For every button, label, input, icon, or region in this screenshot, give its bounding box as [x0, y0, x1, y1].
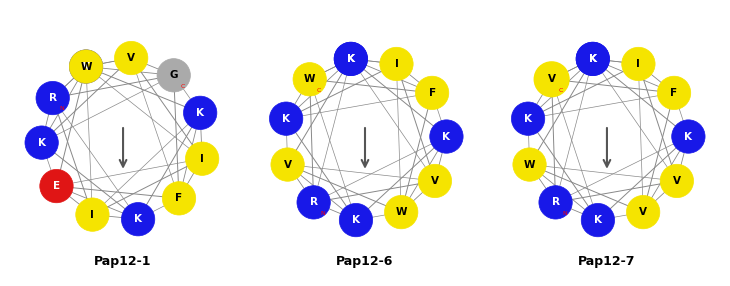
Circle shape	[418, 164, 452, 198]
Circle shape	[183, 96, 217, 130]
Circle shape	[581, 203, 615, 237]
Text: Pap12-6: Pap12-6	[337, 255, 393, 268]
Circle shape	[69, 50, 103, 83]
Text: N: N	[320, 211, 325, 216]
Text: I: I	[200, 154, 204, 164]
Circle shape	[297, 186, 330, 219]
Text: V: V	[127, 53, 135, 63]
Text: K: K	[524, 114, 532, 124]
Circle shape	[76, 198, 109, 231]
Circle shape	[380, 47, 413, 81]
Circle shape	[269, 102, 303, 135]
Text: K: K	[589, 54, 597, 64]
Text: C: C	[181, 84, 185, 89]
Text: Pap12-1: Pap12-1	[94, 255, 152, 268]
Text: V: V	[548, 74, 556, 84]
Text: F: F	[175, 193, 182, 203]
Text: C: C	[558, 88, 563, 93]
Circle shape	[660, 164, 694, 198]
Text: W: W	[80, 61, 92, 72]
Text: R: R	[552, 197, 560, 207]
Circle shape	[69, 50, 103, 83]
Circle shape	[539, 186, 572, 219]
Text: K: K	[442, 132, 450, 142]
Text: K: K	[82, 61, 90, 72]
Circle shape	[513, 148, 546, 181]
Circle shape	[657, 76, 691, 110]
Circle shape	[576, 42, 610, 76]
Circle shape	[293, 63, 326, 96]
Text: N: N	[59, 106, 64, 112]
Text: V: V	[673, 176, 681, 186]
Circle shape	[430, 120, 463, 153]
Circle shape	[271, 148, 304, 181]
Text: I: I	[91, 210, 94, 220]
Text: N: N	[562, 211, 567, 216]
Text: K: K	[589, 54, 596, 64]
Text: E: E	[53, 181, 60, 191]
Circle shape	[622, 47, 655, 81]
Text: G: G	[169, 70, 178, 80]
Circle shape	[672, 120, 705, 153]
Text: W: W	[524, 160, 535, 170]
Circle shape	[576, 42, 610, 76]
Text: K: K	[134, 214, 142, 224]
Text: F: F	[670, 88, 677, 98]
Text: K: K	[38, 138, 46, 148]
Circle shape	[385, 195, 418, 229]
Text: Pap12-7: Pap12-7	[578, 255, 636, 268]
Circle shape	[415, 76, 449, 110]
Text: V: V	[639, 207, 648, 217]
Text: F: F	[429, 88, 436, 98]
Text: K: K	[685, 132, 692, 142]
Text: K: K	[347, 54, 355, 64]
Circle shape	[162, 182, 196, 215]
Text: W: W	[396, 207, 407, 217]
Circle shape	[157, 59, 191, 92]
Circle shape	[121, 202, 155, 236]
Circle shape	[36, 82, 69, 115]
Circle shape	[115, 41, 148, 75]
Text: K: K	[352, 215, 360, 225]
Circle shape	[40, 169, 73, 203]
Text: V: V	[431, 176, 439, 186]
Text: R: R	[310, 197, 318, 207]
Circle shape	[334, 42, 367, 76]
Circle shape	[25, 126, 58, 159]
Text: W: W	[304, 74, 315, 84]
Circle shape	[626, 195, 660, 229]
Text: I: I	[394, 59, 399, 69]
Text: K: K	[282, 114, 290, 124]
Text: K: K	[196, 108, 204, 118]
Circle shape	[339, 203, 372, 237]
Text: V: V	[283, 160, 291, 170]
Text: K: K	[594, 215, 602, 225]
Circle shape	[512, 102, 545, 135]
Text: C: C	[317, 88, 321, 93]
Circle shape	[185, 142, 219, 175]
Text: K: K	[347, 54, 355, 64]
Text: R: R	[49, 93, 57, 103]
Circle shape	[535, 63, 569, 96]
Circle shape	[334, 42, 367, 76]
Text: I: I	[637, 59, 640, 69]
